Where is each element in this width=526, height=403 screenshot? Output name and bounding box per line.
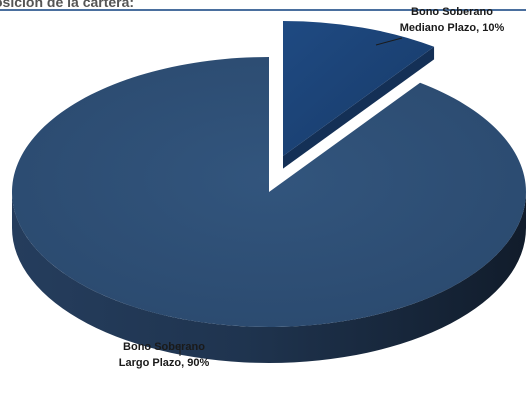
page-heading: osición de la cartera: <box>0 0 135 10</box>
heading-rule <box>0 9 526 11</box>
leader-line-mediano-plazo <box>375 37 403 46</box>
data-label-largo-plazo-line-1: Bono Soberano <box>123 341 205 353</box>
pie-slice-largo-plazo <box>12 57 526 327</box>
data-label-mediano-plazo-line-1: Bono Soberano <box>411 6 493 18</box>
data-label-mediano-plazo: Bono Soberano Mediano Plazo, 10% <box>400 6 505 34</box>
data-label-mediano-plazo-line-2: Mediano Plazo, 10% <box>400 22 505 34</box>
pie-side-largo-plazo <box>12 192 526 363</box>
data-label-largo-plazo: Bono Soberano Largo Plazo, 90% <box>119 341 210 369</box>
data-label-largo-plazo-line-2: Largo Plazo, 90% <box>119 357 210 369</box>
pie-cut-face-mediano-plazo <box>283 46 435 169</box>
pie-slice-mediano-plazo <box>283 21 435 156</box>
